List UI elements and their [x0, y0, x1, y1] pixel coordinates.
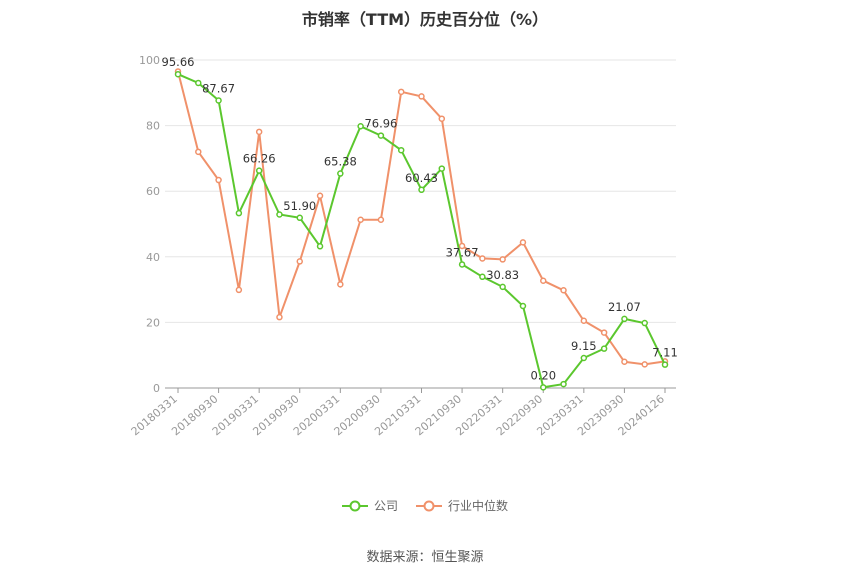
data-label: 0.20	[530, 368, 556, 382]
data-label: 30.83	[486, 268, 519, 282]
data-point	[357, 123, 364, 130]
data-point	[560, 287, 567, 294]
data-point	[540, 277, 547, 284]
data-point	[458, 242, 466, 250]
y-tick-label: 0	[153, 382, 160, 395]
data-point	[397, 146, 405, 154]
data-point	[458, 261, 466, 268]
data-point	[255, 167, 263, 174]
data-label: 66.26	[243, 152, 276, 166]
legend: 公司 行业中位数	[0, 497, 850, 514]
axes: 0204060801002018033120180930201903312019…	[129, 54, 676, 438]
data-point	[235, 209, 243, 217]
data-label: 95.66	[162, 55, 195, 69]
data-point	[276, 211, 283, 218]
data-point	[337, 281, 344, 288]
data-point	[499, 256, 506, 263]
data-point	[621, 315, 628, 323]
data-point	[438, 165, 446, 172]
data-point	[499, 283, 506, 291]
data-label: 37.67	[446, 245, 479, 259]
legend-industry-label: 行业中位数	[448, 499, 509, 513]
data-point	[377, 132, 385, 139]
data-label: 65.38	[324, 155, 357, 169]
data-point	[377, 216, 385, 223]
data-point	[600, 329, 608, 336]
data-point	[357, 216, 364, 223]
legend-industry-marker	[416, 500, 442, 511]
y-tick-label: 100	[139, 54, 160, 67]
data-label: 87.67	[202, 81, 235, 95]
data-point	[641, 319, 648, 327]
data-point	[580, 317, 588, 325]
data-point	[519, 302, 527, 310]
data-point	[479, 255, 486, 262]
data-point	[174, 70, 182, 78]
data-point	[397, 88, 405, 96]
data-point	[600, 345, 608, 352]
data-point	[215, 97, 222, 104]
data-label: 7.11	[652, 346, 678, 360]
data-point	[560, 380, 567, 388]
data-point	[661, 361, 669, 368]
y-tick-label: 80	[146, 120, 160, 133]
y-tick-label: 20	[146, 316, 160, 329]
data-point	[316, 192, 324, 200]
data-point	[276, 313, 283, 321]
data-point	[641, 361, 648, 368]
data-point	[296, 258, 303, 265]
legend-item-industry[interactable]: 行业中位数	[416, 497, 508, 514]
data-point	[621, 358, 628, 366]
data-point	[418, 186, 425, 194]
data-point	[255, 128, 263, 136]
data-point	[438, 115, 446, 122]
data-label: 76.96	[364, 117, 397, 131]
chart-title: 市销率（TTM）历史百分位（%）	[301, 10, 549, 29]
data-label: 51.90	[283, 199, 316, 213]
data-point	[296, 214, 303, 222]
data-point	[195, 79, 202, 87]
data-point	[316, 243, 324, 250]
data-point	[418, 93, 425, 100]
data-point	[215, 176, 222, 184]
legend-company-label: 公司	[373, 499, 398, 513]
data-point	[580, 354, 588, 362]
series-line-行业中位数	[177, 71, 666, 366]
data-point	[519, 239, 527, 246]
data-labels: 95.66 87.67 66.26 51.90 65.38 76.96 60.43 37.67…	[162, 55, 678, 382]
data-point	[337, 170, 344, 177]
data-point	[479, 273, 486, 281]
data-label: 9.15	[571, 339, 597, 353]
legend-company-marker	[341, 500, 368, 511]
data-point	[540, 384, 547, 391]
y-tick-label: 60	[146, 185, 160, 198]
series-lines	[174, 68, 669, 391]
data-point	[235, 286, 243, 294]
data-point	[195, 148, 202, 156]
data-label: 60.43	[405, 171, 438, 185]
y-tick-label: 40	[146, 251, 160, 264]
data-source: 数据来源：恒生聚源	[366, 550, 484, 565]
legend-item-company[interactable]: 公司	[341, 497, 398, 514]
data-label: 21.07	[608, 300, 641, 314]
